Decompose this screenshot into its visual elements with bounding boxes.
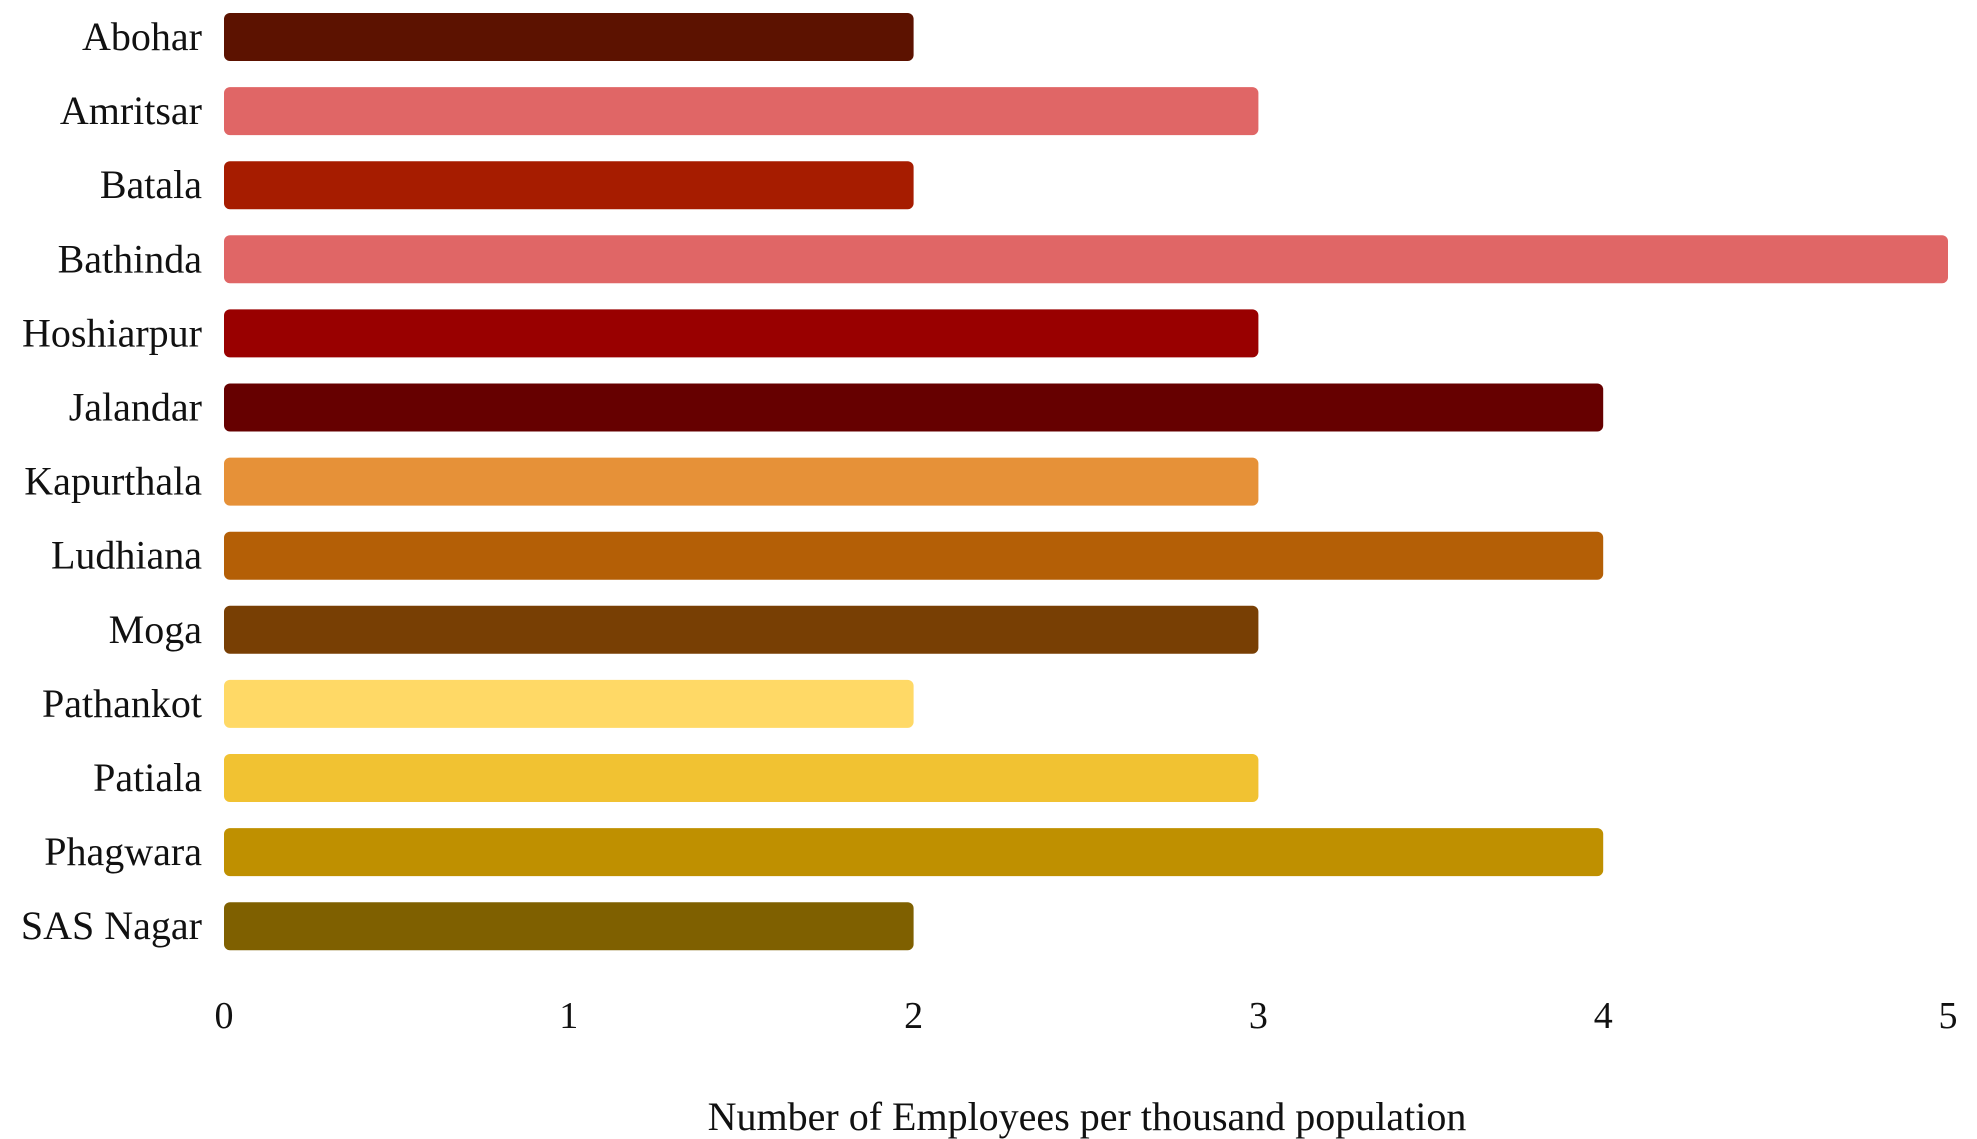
x-tick-labels-group: 0 1 2 3 4 5 bbox=[215, 995, 1958, 1037]
category-label-pathankot: Pathankot bbox=[42, 681, 202, 726]
category-label-abohar: Abohar bbox=[82, 14, 202, 59]
bar-patiala bbox=[224, 754, 1259, 802]
bar-moga bbox=[224, 605, 1259, 654]
bar-ludhiana bbox=[224, 531, 1604, 580]
x-tick-label: 2 bbox=[904, 995, 923, 1037]
bar-hoshiarpur bbox=[224, 309, 1259, 358]
category-label-bathinda: Bathinda bbox=[58, 236, 203, 281]
bar-bathinda bbox=[224, 235, 1948, 284]
bars-group bbox=[224, 13, 1948, 951]
category-labels-group: Abohar Amritsar Batala Bathinda Hoshiarpur Ja… bbox=[21, 14, 202, 948]
category-label-kapurthala: Kapurthala bbox=[24, 459, 202, 504]
x-tick-label: 5 bbox=[1939, 995, 1958, 1037]
category-label-ludhiana: Ludhiana bbox=[51, 533, 202, 578]
category-label-batala: Batala bbox=[100, 162, 202, 207]
bar-pathankot bbox=[224, 679, 914, 728]
x-tick-label: 3 bbox=[1249, 995, 1268, 1037]
x-tick-label: 0 bbox=[215, 995, 234, 1037]
bar-sas-nagar bbox=[224, 902, 914, 951]
bar-phagwara bbox=[224, 828, 1604, 877]
bar-abohar bbox=[224, 13, 914, 61]
category-label-jalandar: Jalandar bbox=[69, 385, 202, 430]
x-tick-label: 4 bbox=[1594, 995, 1613, 1037]
bar-kapurthala bbox=[224, 457, 1259, 506]
category-label-amritsar: Amritsar bbox=[60, 88, 202, 133]
x-tick-label: 1 bbox=[559, 995, 578, 1037]
category-label-hoshiarpur: Hoshiarpur bbox=[22, 310, 202, 355]
category-label-moga: Moga bbox=[109, 607, 203, 652]
category-label-sas-nagar: SAS Nagar bbox=[21, 903, 202, 948]
category-label-phagwara: Phagwara bbox=[44, 829, 202, 874]
bar-amritsar bbox=[224, 87, 1259, 136]
x-axis-title: Number of Employees per thousand populat… bbox=[708, 1094, 1467, 1139]
category-label-patiala: Patiala bbox=[93, 755, 202, 800]
bar-jalandar bbox=[224, 383, 1604, 432]
bar-batala bbox=[224, 161, 914, 210]
